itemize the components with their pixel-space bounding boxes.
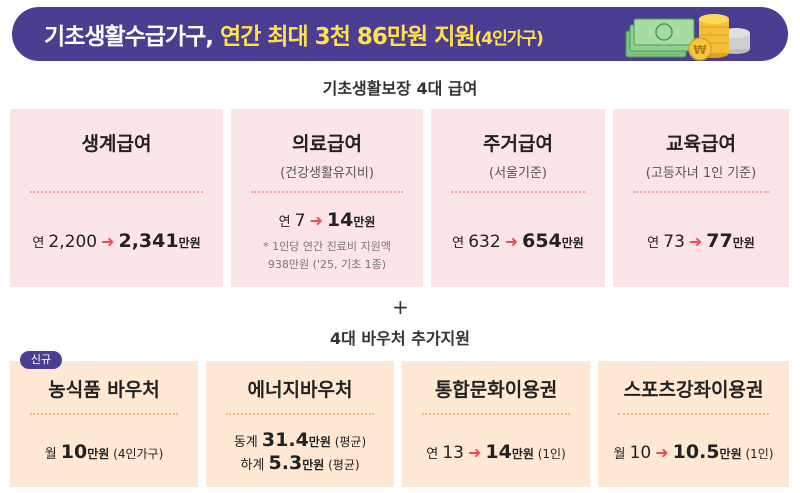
amount-prefix: 월 [44,447,61,462]
amount-suffix: (1인) [741,447,774,461]
amount-unit: 만원 [178,236,201,250]
divider [251,191,403,193]
card-culture-voucher: 통합문화이용권 연 13 ➜ 14만원 (1인) [402,361,590,487]
amount-prefix: 연 [278,215,295,230]
card-subtitle: (건강생활유지비) [280,166,374,181]
amount-unit: 만원 [732,236,755,250]
voucher-amount-summer: 하계 5.3만원 (평균) [206,452,394,474]
card-subtitle: (서울기준) [489,166,547,181]
amount-to: 2,341 [118,230,179,252]
card-title: 에너지바우처 [247,379,353,401]
svg-text:₩: ₩ [693,43,707,57]
card-energy-voucher: 에너지바우처 동계 31.4만원 (평균) 하계 5.3만원 (평균) [206,361,394,487]
amount-prefix: 동계 [233,435,262,450]
amount-from: 10 [629,443,652,463]
amount-value: 31.4 [261,429,309,451]
divider [422,413,570,415]
divider [226,413,374,415]
amount-value: 5.3 [268,452,303,474]
voucher-amount: 연 13 ➜ 14만원 (1인) [402,441,590,463]
card-housing-benefit: 주거급여 (서울기준) 연 632 ➜ 654만원 [431,109,605,287]
amount-unit: 만원 [87,447,110,461]
amount-to: 14 [485,441,512,463]
money-coins-icon: ₩ [625,14,750,61]
voucher-amount-winter: 동계 31.4만원 (평균) [206,429,394,451]
card-livelihood-benefit: 생계급여 연 2,200 ➜ 2,341만원 [10,109,223,287]
voucher-amount: 월 10 ➜ 10.5만원 (1인) [598,441,789,463]
amount-from: 73 [663,232,685,252]
right-arrow-icon: ➜ [655,443,669,462]
card-title: 스포츠강좌이용권 [623,379,764,401]
amount-suffix: (4인가구) [109,447,164,461]
benefit-amount: 연 7 ➜ 14만원 [231,209,423,231]
banner-title-part1: 기초생활수급가구, [44,24,221,50]
amount-from: 7 [294,211,306,231]
amount-to: 77 [706,230,733,252]
amount-to: 654 [522,230,562,252]
right-arrow-icon: ➜ [504,232,519,251]
card-medical-benefit: 의료급여 (건강생활유지비) 연 7 ➜ 14만원 * 1인당 연간 진료비 지원액… [231,109,423,287]
amount-prefix: 연 [647,236,664,251]
right-arrow-icon: ➜ [688,232,703,251]
card-title: 주거급여 [483,133,553,155]
card-agrifood-voucher: 농식품 바우처 월 10만원 (4인가구) [10,361,198,487]
voucher-amount: 월 10만원 (4인가구) [10,441,198,463]
card-title: 통합문화이용권 [434,379,558,401]
title-banner: 기초생활수급가구, 연간 최대 3천 86만원 지원(4인가구) ₩ [12,7,788,61]
amount-unit: 만원 [561,236,584,250]
amount-prefix: 연 [452,236,469,251]
right-arrow-icon: ➜ [467,443,482,462]
amount-prefix: 연 [32,236,49,251]
amount-suffix: (평균) [324,458,360,472]
medical-note-line1: * 1인당 연간 진료비 지원액 [263,240,391,253]
card-title: 생계급여 [81,133,152,155]
card-title: 교육급여 [666,133,736,155]
card-title: 농식품 바우처 [48,379,160,401]
amount-unit: 만원 [302,458,325,472]
amount-suffix: (평균) [330,435,367,449]
amount-prefix: 월 [613,447,630,462]
right-arrow-icon: ➜ [309,211,323,230]
banner-title: 기초생활수급가구, 연간 최대 3천 86만원 지원(4인가구) [44,17,544,51]
amount-from: 2,200 [48,232,98,252]
amount-to: 10.5 [672,441,720,463]
banner-title-part3: (4인가구) [474,29,544,49]
amount-unit: 만원 [353,215,376,229]
divider [618,413,769,415]
amount-to: 10 [60,441,88,463]
amount-suffix: (1인) [533,447,566,461]
card-education-benefit: 교육급여 (고등자녀 1인 기준) 연 73 ➜ 77만원 [613,109,789,287]
card-subtitle: (고등자녀 1인 기준) [645,166,757,181]
new-badge: 신규 [20,351,62,369]
benefit-amount: 연 2,200 ➜ 2,341만원 [10,230,223,252]
amount-from: 632 [468,232,501,252]
amount-from: 13 [442,443,464,463]
benefit-amount: 연 632 ➜ 654만원 [431,230,605,252]
card-title: 의료급여 [292,133,362,155]
section-title-vouchers: 4대 바우처 추가지원 [329,329,471,348]
plus-sign: + [392,295,409,319]
divider [30,413,178,415]
banner-title-part2: 연간 최대 3천 86만원 지원 [220,24,475,50]
right-arrow-icon: ➜ [101,232,115,251]
divider [633,191,769,193]
amount-unit: 만원 [511,447,534,461]
benefit-amount: 연 73 ➜ 77만원 [613,230,789,252]
amount-prefix: 연 [426,447,443,462]
card-sports-voucher: 스포츠강좌이용권 월 10 ➜ 10.5만원 (1인) [598,361,789,487]
amount-to: 14 [326,209,354,231]
amount-unit: 만원 [308,435,331,449]
divider [30,191,203,193]
section-title-benefits: 기초생활보장 4대 급여 [322,79,478,98]
amount-unit: 만원 [719,447,742,461]
amount-prefix: 하계 [240,458,269,473]
divider [451,191,585,193]
medical-note-line2: 938만원 ('25, 기초 1종) [267,258,387,271]
